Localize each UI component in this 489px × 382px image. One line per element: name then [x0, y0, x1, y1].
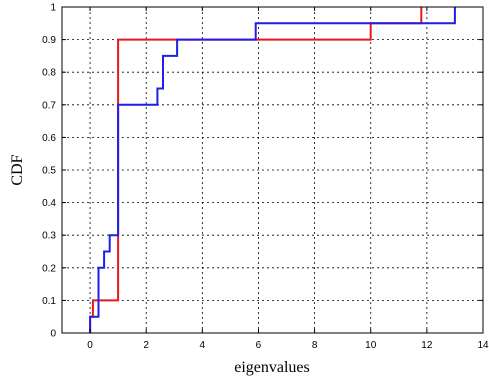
- y-tick-label: 0.3: [42, 231, 56, 242]
- y-tick-label: 0.1: [42, 296, 56, 307]
- cdf-series-1-line: [89, 7, 423, 333]
- y-tick-label: 0.5: [42, 166, 56, 177]
- y-tick-labels: 0 0.1 0.2 0.3 0.4 0.5 0.6 0.7 0.8 0.9 1: [42, 3, 56, 340]
- x-tick-label: 6: [256, 340, 262, 351]
- y-tick-label: 0.4: [42, 198, 56, 209]
- x-axis-label: eigenvalues: [234, 359, 310, 376]
- y-tick-label: 0: [50, 329, 56, 340]
- y-axis-label: CDF: [9, 154, 26, 185]
- cdf-series-2-line: [89, 7, 456, 333]
- grid: [62, 6, 484, 334]
- y-tick-label: 0.8: [42, 68, 56, 79]
- y-tick-label: 0.2: [42, 263, 56, 274]
- y-tick-label: 0.9: [42, 35, 56, 46]
- series-layer: [89, 7, 456, 333]
- x-tick-label: 2: [143, 340, 149, 351]
- y-tick-label: 0.6: [42, 133, 56, 144]
- x-tick-label: 10: [365, 340, 377, 351]
- y-tick-label: 0.7: [42, 100, 56, 111]
- ticks: [62, 6, 484, 334]
- x-tick-label: 8: [312, 340, 318, 351]
- x-tick-label: 0: [87, 340, 93, 351]
- x-tick-labels: 0 2 4 6 8 10 12 14: [87, 340, 489, 351]
- x-tick-label: 4: [200, 340, 206, 351]
- x-tick-label: 14: [477, 340, 489, 351]
- x-tick-label: 12: [421, 340, 433, 351]
- y-tick-label: 1: [50, 3, 56, 14]
